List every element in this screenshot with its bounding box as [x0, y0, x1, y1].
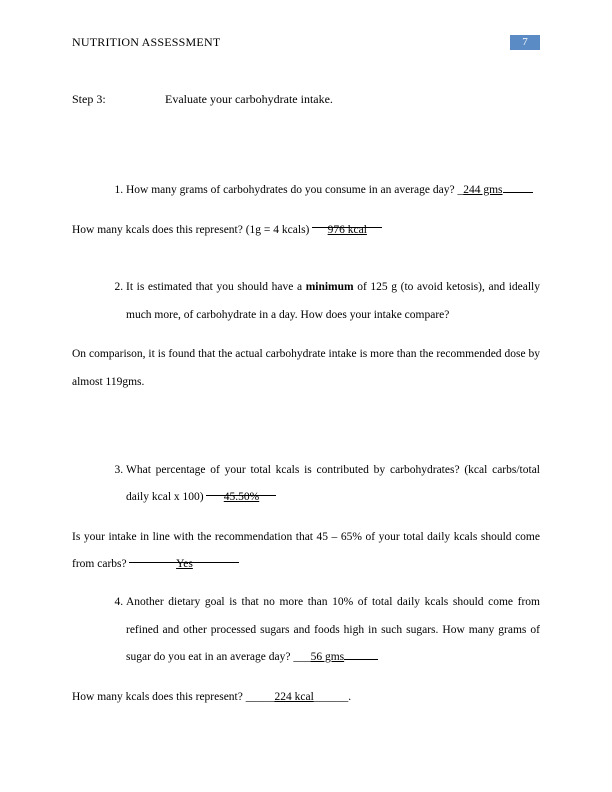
q4: Another dietary goal is that no more tha…	[126, 589, 540, 672]
q4-tail: ______.	[314, 691, 351, 703]
q4-answer-grams: 56 gms	[311, 651, 345, 663]
q1-blank-tail	[503, 182, 533, 193]
question-list-2: It is estimated that you should have a m…	[72, 274, 540, 329]
q4-answer-kcal: 224 kcal	[274, 691, 313, 703]
question-list-3: What percentage of your total kcals is c…	[72, 457, 540, 512]
question-list-1: How many grams of carbohydrates do you c…	[72, 177, 540, 205]
q3-text: What percentage of your total kcals is c…	[126, 464, 540, 504]
q1-text: How many grams of carbohydrates do you c…	[126, 184, 463, 196]
q3-answer-pct: 45.50%	[206, 484, 276, 495]
q4-followup: How many kcals does this represent? ____…	[72, 684, 540, 712]
header: NUTRITION ASSESSMENT 7	[72, 35, 540, 50]
step-label: Step 3:	[72, 92, 162, 107]
q2-bold: minimum	[306, 281, 354, 293]
q1-followup: How many kcals does this represent? (1g …	[72, 217, 540, 245]
page: NUTRITION ASSESSMENT 7 Step 3: Evaluate …	[0, 0, 612, 792]
q2: It is estimated that you should have a m…	[126, 274, 540, 329]
q4-blank-tail	[344, 649, 378, 660]
content: How many grams of carbohydrates do you c…	[72, 177, 540, 711]
q1: How many grams of carbohydrates do you c…	[126, 177, 540, 205]
step-line: Step 3: Evaluate your carbohydrate intak…	[72, 92, 540, 107]
q2-text-a: It is estimated that you should have a	[126, 281, 306, 293]
q4-follow-text: How many kcals does this represent? ____…	[72, 691, 274, 703]
q3-answer-yesno: Yes	[129, 551, 239, 562]
q1-answer-grams: 244 gms	[463, 184, 502, 196]
q1-follow-text: How many kcals does this represent? (1g …	[72, 224, 312, 236]
q1-answer-kcal: 976 kcal	[312, 217, 382, 228]
q2-answer: On comparison, it is found that the actu…	[72, 341, 540, 396]
question-list-4: Another dietary goal is that no more tha…	[72, 589, 540, 672]
page-number-box: 7	[510, 35, 540, 50]
header-title: NUTRITION ASSESSMENT	[72, 35, 220, 50]
q3: What percentage of your total kcals is c…	[126, 457, 540, 512]
step-text: Evaluate your carbohydrate intake.	[165, 92, 333, 106]
q3-followup: Is your intake in line with the recommen…	[72, 524, 540, 579]
